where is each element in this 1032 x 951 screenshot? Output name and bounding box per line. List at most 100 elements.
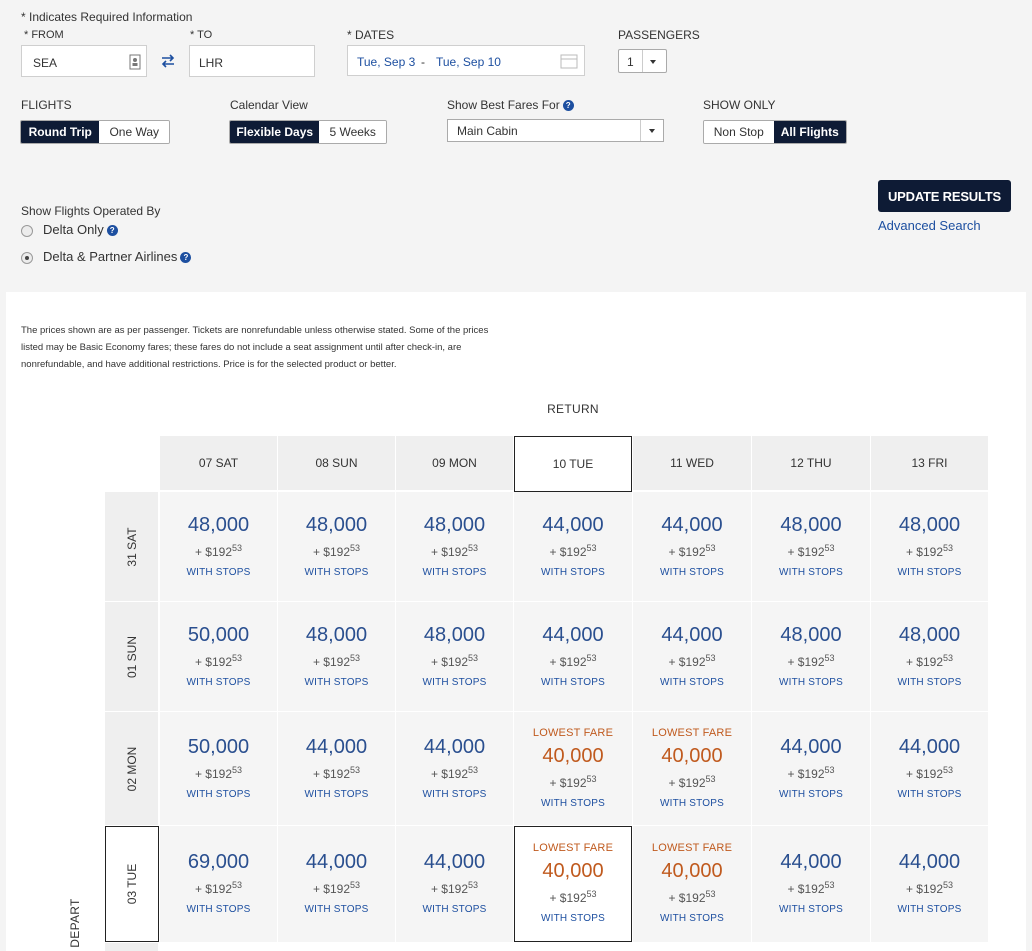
with-stops-link[interactable]: WITH STOPS xyxy=(659,566,725,578)
depart-date-header[interactable]: 31 SAT xyxy=(105,492,158,601)
with-stops-link[interactable]: WITH STOPS xyxy=(186,676,251,688)
return-date-header[interactable]: 07 SAT xyxy=(160,436,277,490)
five-weeks-option[interactable]: 5 Weeks xyxy=(319,121,386,143)
fare-cell[interactable]: 44,000 + $19253 WITH STOPS xyxy=(396,826,513,942)
flexible-days-option[interactable]: Flexible Days xyxy=(230,121,320,143)
with-stops-link[interactable]: WITH STOPS xyxy=(422,788,487,800)
from-field[interactable]: SEA xyxy=(21,45,147,77)
calendar-icon[interactable] xyxy=(560,53,578,69)
fare-cell[interactable]: 48,000 + $19253 WITH STOPS xyxy=(396,492,513,601)
return-date-header[interactable]: 08 SUN xyxy=(278,436,395,490)
with-stops-link[interactable]: WITH STOPS xyxy=(778,904,844,915)
return-date-header[interactable]: 11 WED xyxy=(633,436,751,490)
fare-cell[interactable]: 48,000 + $19253 WITH STOPS xyxy=(752,492,870,601)
with-stops-link[interactable]: WITH STOPS xyxy=(186,904,251,915)
depart-date-header[interactable]: 02 MON xyxy=(105,712,158,825)
fare-cell[interactable]: LOWEST FARE 40,000 + $19253 WITH STOPS xyxy=(514,826,632,942)
with-stops-link[interactable]: WITH STOPS xyxy=(897,566,962,578)
with-stops-link[interactable]: WITH STOPS xyxy=(304,676,369,688)
return-date-header[interactable]: 13 FRI xyxy=(871,436,988,490)
advanced-search-link[interactable]: Advanced Search xyxy=(878,218,981,233)
fare-taxes-dollars: + $192 xyxy=(905,654,944,669)
with-stops-link[interactable]: WITH STOPS xyxy=(778,566,844,578)
passengers-select[interactable]: 1 xyxy=(618,49,667,73)
with-stops-link[interactable]: WITH STOPS xyxy=(186,566,251,578)
fare-cell[interactable]: LOWEST FARE 40,000 + $19253 WITH STOPS xyxy=(633,826,751,942)
fare-cell[interactable]: 44,000 + $19253 WITH STOPS xyxy=(871,826,988,942)
fare-cell[interactable]: 44,000 + $19253 WITH STOPS xyxy=(396,712,513,825)
with-stops-link[interactable]: WITH STOPS xyxy=(659,676,725,688)
delta-only-radio[interactable] xyxy=(21,225,33,237)
with-stops-link[interactable]: WITH STOPS xyxy=(659,913,725,924)
return-date-header[interactable]: 12 THU xyxy=(752,436,870,490)
fare-cell[interactable]: 50,000 + $19253 WITH STOPS xyxy=(160,602,277,711)
non-stop-option[interactable]: Non Stop xyxy=(704,121,774,143)
with-stops-link[interactable]: WITH STOPS xyxy=(659,797,725,809)
fare-cell[interactable]: 48,000 + $19253 WITH STOPS xyxy=(396,602,513,711)
with-stops-link[interactable]: WITH STOPS xyxy=(540,676,606,688)
help-icon[interactable]: ? xyxy=(106,225,118,236)
fare-cell[interactable]: 44,000 + $19253 WITH STOPS xyxy=(278,712,395,825)
update-results-button[interactable]: UPDATE RESULTS xyxy=(878,180,1011,212)
best-fares-label: Show Best Fares For? xyxy=(447,98,574,112)
fare-cell[interactable]: 44,000 + $19253 WITH STOPS xyxy=(752,712,870,825)
delta-partner-radio[interactable] xyxy=(21,252,33,264)
fare-taxes: + $19253 xyxy=(787,537,834,563)
fare-taxes: + $19253 xyxy=(195,537,242,563)
fare-cell[interactable]: 48,000 + $19253 WITH STOPS xyxy=(278,602,395,711)
fare-miles: 44,000 xyxy=(305,735,368,758)
fare-cell[interactable]: 48,000 + $19253 WITH STOPS xyxy=(871,602,988,711)
with-stops-link[interactable]: WITH STOPS xyxy=(304,904,369,915)
dates-field[interactable]: Tue, Sep 3 - Tue, Sep 10 xyxy=(347,45,585,76)
with-stops-link[interactable]: WITH STOPS xyxy=(897,788,962,800)
with-stops-link[interactable]: WITH STOPS xyxy=(897,676,962,688)
fare-cell[interactable]: 44,000 + $19253 WITH STOPS xyxy=(752,826,870,942)
fare-cell[interactable]: 44,000 + $19253 WITH STOPS xyxy=(514,492,632,601)
fare-cell[interactable]: 48,000 + $19253 WITH STOPS xyxy=(278,492,395,601)
fare-taxes-cents: 53 xyxy=(350,764,361,775)
with-stops-link[interactable]: WITH STOPS xyxy=(540,913,606,924)
with-stops-link[interactable]: WITH STOPS xyxy=(540,566,606,578)
with-stops-link[interactable]: WITH STOPS xyxy=(778,788,844,800)
with-stops-link[interactable]: WITH STOPS xyxy=(897,904,962,915)
address-book-icon[interactable] xyxy=(129,54,141,70)
return-date-header[interactable]: 09 MON xyxy=(396,436,513,490)
fare-cell[interactable]: 44,000 + $19253 WITH STOPS xyxy=(871,712,988,825)
depart-date-header[interactable]: 03 TUE xyxy=(105,826,159,942)
fare-taxes-cents: 53 xyxy=(468,764,479,775)
with-stops-link[interactable]: WITH STOPS xyxy=(422,676,487,688)
round-trip-option[interactable]: Round Trip xyxy=(21,121,100,143)
fare-cell[interactable]: LOWEST FARE 40,000 + $19253 WITH STOPS xyxy=(633,712,751,825)
with-stops-link[interactable]: WITH STOPS xyxy=(422,566,487,578)
fare-cell[interactable]: 44,000 + $19253 WITH STOPS xyxy=(633,602,751,711)
all-flights-option[interactable]: All Flights xyxy=(773,121,846,143)
to-field[interactable]: LHR xyxy=(189,45,315,77)
with-stops-link[interactable]: WITH STOPS xyxy=(422,904,487,915)
help-icon[interactable]: ? xyxy=(562,100,574,111)
depart-date-header[interactable]: 01 SUN xyxy=(105,602,158,711)
fare-cell[interactable]: 48,000 + $19253 WITH STOPS xyxy=(160,492,277,601)
fare-cell[interactable]: 48,000 + $19253 WITH STOPS xyxy=(752,602,870,711)
fare-cell[interactable]: 69,000 + $19253 WITH STOPS xyxy=(160,826,277,942)
with-stops-link[interactable]: WITH STOPS xyxy=(304,788,369,800)
fare-cell[interactable]: 50,000 + $19253 WITH STOPS xyxy=(160,712,277,825)
swap-icon[interactable] xyxy=(159,52,177,70)
fare-taxes-dollars: + $192 xyxy=(194,654,233,669)
fare-cell[interactable]: 48,000 + $19253 WITH STOPS xyxy=(871,492,988,601)
fare-cell[interactable]: 44,000 + $19253 WITH STOPS xyxy=(278,826,395,942)
with-stops-link[interactable]: WITH STOPS xyxy=(186,788,251,800)
help-icon[interactable]: ? xyxy=(180,252,192,263)
fare-cell[interactable]: 44,000 + $19253 WITH STOPS xyxy=(514,602,632,711)
best-fares-select[interactable]: Main Cabin xyxy=(447,119,664,142)
with-stops-link[interactable]: WITH STOPS xyxy=(540,797,606,809)
return-date-header[interactable]: 10 TUE xyxy=(514,436,632,492)
fare-taxes-cents: 53 xyxy=(824,880,835,890)
fare-cell[interactable]: 44,000 + $19253 WITH STOPS xyxy=(633,492,751,601)
with-stops-link[interactable]: WITH STOPS xyxy=(778,676,844,688)
one-way-option[interactable]: One Way xyxy=(99,121,169,143)
with-stops-link[interactable]: WITH STOPS xyxy=(304,566,369,578)
fare-taxes: + $19253 xyxy=(195,759,242,785)
fare-taxes-cents: 53 xyxy=(705,652,716,663)
fare-taxes-dollars: + $192 xyxy=(194,766,233,781)
fare-cell[interactable]: LOWEST FARE 40,000 + $19253 WITH STOPS xyxy=(514,712,632,825)
